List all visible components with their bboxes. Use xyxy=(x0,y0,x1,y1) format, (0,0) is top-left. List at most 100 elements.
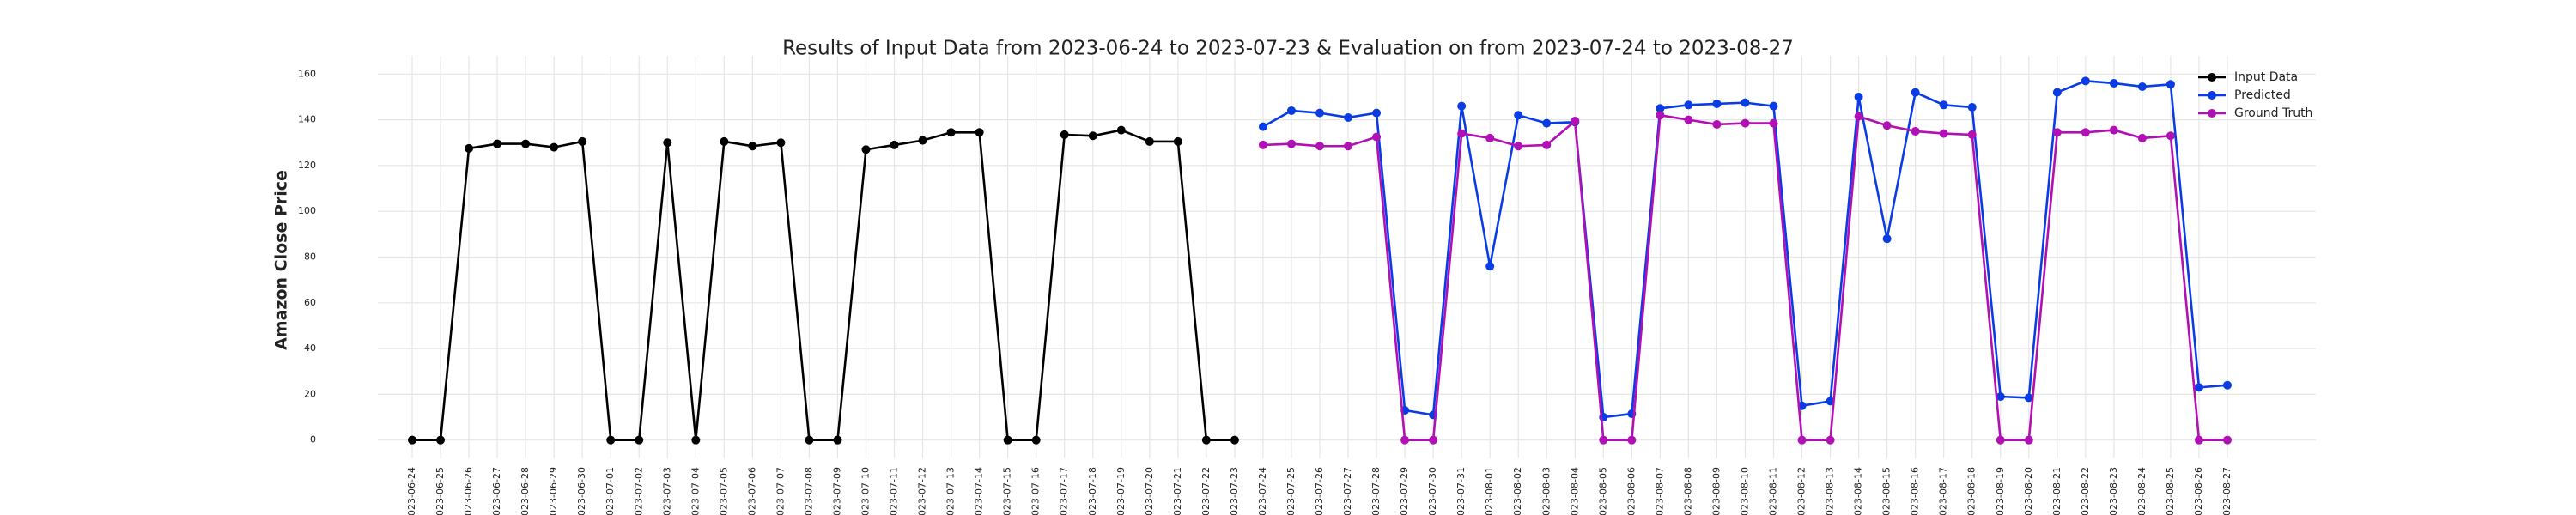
y-tick-label: 100 xyxy=(298,205,316,216)
x-tick-label: 2023-08-24 xyxy=(2136,467,2148,515)
x-tick-label: 2023-07-01 xyxy=(605,467,616,515)
point xyxy=(1627,435,1637,445)
legend-label: Ground Truth xyxy=(2234,106,2312,120)
legend-marker xyxy=(2208,91,2216,100)
series-line xyxy=(412,129,1235,441)
x-tick-label: 2023-07-23 xyxy=(1229,467,1240,515)
point xyxy=(1372,132,1382,142)
x-tick-label: 2023-08-01 xyxy=(1484,467,1495,515)
x-tick-label: 2023-08-20 xyxy=(2023,467,2034,515)
x-tick-label: 2023-07-07 xyxy=(775,467,786,515)
point xyxy=(1429,435,1438,445)
point xyxy=(1116,125,1126,135)
point xyxy=(1911,88,1920,97)
x-tick-label: 2023-08-10 xyxy=(1739,467,1750,515)
x-tick-label: 2023-06-29 xyxy=(548,467,559,515)
x-tick-label: 2023-08-22 xyxy=(2080,467,2091,515)
point xyxy=(1996,435,2005,445)
point xyxy=(1315,142,1324,151)
point xyxy=(2194,435,2203,445)
x-tick-label: 2023-07-09 xyxy=(831,467,842,515)
point xyxy=(1457,101,1467,111)
point xyxy=(408,435,416,445)
point xyxy=(550,142,559,152)
x-tick-label: 2023-08-25 xyxy=(2165,467,2176,515)
point xyxy=(2137,82,2147,91)
chart-title: Results of Input Data from 2023-06-24 to… xyxy=(782,38,1794,60)
x-tick-label: 2023-07-02 xyxy=(633,467,644,515)
point xyxy=(691,435,701,445)
point xyxy=(776,138,786,148)
point xyxy=(918,136,927,145)
point xyxy=(1854,112,1863,121)
point xyxy=(606,435,616,445)
x-tick-label: 2023-06-25 xyxy=(434,467,446,515)
x-tick-label: 2023-07-26 xyxy=(1314,467,1325,515)
x-tick-label: 2023-08-26 xyxy=(2193,467,2204,515)
point xyxy=(2223,435,2232,445)
x-tick-label: 2023-07-31 xyxy=(1455,467,1467,515)
point xyxy=(1826,435,1835,445)
point xyxy=(1939,100,1948,110)
legend-marker xyxy=(2208,109,2216,118)
x-tick-label: 2023-07-03 xyxy=(661,467,672,515)
legend-marker xyxy=(2208,73,2216,82)
point xyxy=(1542,118,1552,128)
x-tick-label: 2023-08-09 xyxy=(1710,467,1722,515)
point xyxy=(890,140,899,149)
point xyxy=(1258,140,1267,149)
point xyxy=(1344,142,1353,151)
point xyxy=(1769,101,1778,111)
point xyxy=(1485,133,1495,142)
point xyxy=(861,145,871,154)
x-tick-label: 2023-07-28 xyxy=(1370,467,1382,515)
x-tick-label: 2023-06-26 xyxy=(463,467,474,515)
point xyxy=(2024,393,2033,403)
x-tick-label: 2023-07-29 xyxy=(1399,467,1410,515)
point xyxy=(1797,435,1807,445)
x-tick-label: 2023-07-06 xyxy=(746,467,757,515)
point xyxy=(1741,118,1750,128)
x-tick-label: 2023-07-19 xyxy=(1115,467,1127,515)
point xyxy=(1201,435,1211,445)
x-tick-label: 2023-07-10 xyxy=(860,467,872,515)
point xyxy=(1088,131,1097,141)
point xyxy=(1656,104,1665,113)
point xyxy=(663,138,672,148)
x-tick-label: 2023-08-27 xyxy=(2221,467,2233,515)
point xyxy=(1286,139,1296,148)
point xyxy=(1712,99,1722,108)
point xyxy=(635,435,644,445)
legend-label: Input Data xyxy=(2234,70,2298,84)
x-tick-label: 2023-06-27 xyxy=(491,467,502,515)
x-tick-label: 2023-08-08 xyxy=(1682,467,1693,515)
point xyxy=(1372,108,1382,118)
x-tick-label: 2023-07-27 xyxy=(1342,467,1353,515)
point xyxy=(2109,78,2118,88)
point xyxy=(1031,435,1041,445)
point xyxy=(1854,92,1863,101)
y-axis-label: Amazon Close Price xyxy=(272,170,291,350)
point xyxy=(2166,80,2175,89)
point xyxy=(748,142,757,151)
x-tick-label: 2023-07-05 xyxy=(718,467,729,515)
x-tick-label: 2023-08-17 xyxy=(1938,467,1949,515)
x-tick-label: 2023-06-24 xyxy=(406,467,417,515)
point xyxy=(1400,435,1410,445)
x-tick-label: 2023-08-05 xyxy=(1597,467,1608,515)
point xyxy=(1656,111,1665,120)
x-tick-label: 2023-07-25 xyxy=(1285,467,1297,515)
x-tick-label: 2023-08-14 xyxy=(1853,467,1864,515)
point xyxy=(1003,435,1012,445)
x-tick-label: 2023-07-15 xyxy=(1002,467,1013,515)
point xyxy=(2166,131,2175,141)
point xyxy=(2052,88,2062,97)
point xyxy=(465,143,474,153)
x-tick-label: 2023-08-03 xyxy=(1540,467,1552,515)
point xyxy=(2109,125,2118,135)
x-tick-label: 2023-08-15 xyxy=(1881,467,1893,515)
point xyxy=(1741,98,1750,107)
point xyxy=(1769,118,1778,128)
x-tick-label: 2023-07-11 xyxy=(889,467,900,515)
point xyxy=(1882,234,1892,244)
